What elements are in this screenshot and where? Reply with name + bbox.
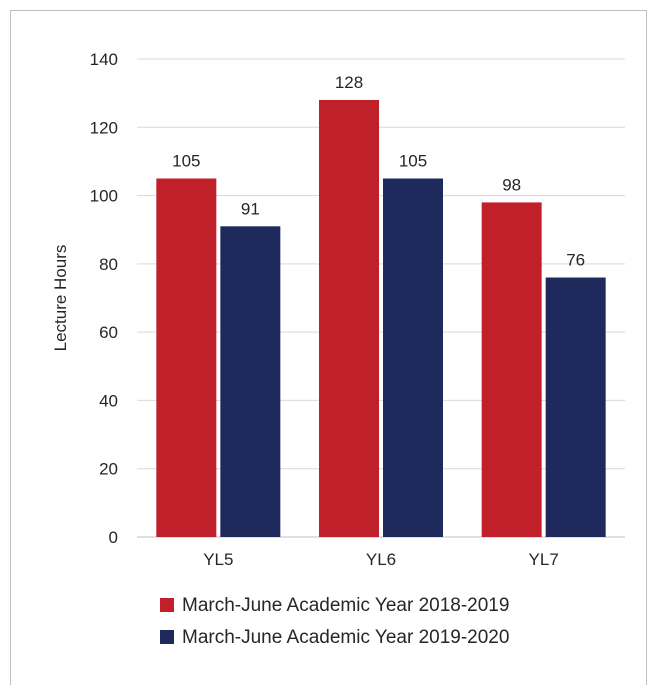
y-tick-label: 120 (90, 118, 118, 137)
x-category-label: YL6 (366, 550, 396, 569)
x-category-label: YL5 (203, 550, 233, 569)
legend-label: March-June Academic Year 2018-2019 (182, 595, 509, 616)
bar-yl7-series-1 (481, 202, 542, 537)
data-labels: 105 91 128 105 98 76 (172, 73, 585, 270)
y-tick-label: 40 (99, 391, 118, 410)
y-axis-ticks: 0 20 40 60 80 100 120 140 (90, 50, 118, 547)
legend-swatch (160, 598, 174, 612)
bar-yl5-series-1 (156, 178, 217, 537)
y-tick-label: 140 (90, 50, 118, 69)
legend-label: March-June Academic Year 2019-2020 (182, 627, 509, 648)
bar-yl6-series-2 (383, 178, 443, 537)
x-category-label: YL7 (529, 550, 559, 569)
bar-yl6-series-1 (319, 99, 379, 537)
data-label: 76 (566, 251, 585, 270)
data-label: 105 (172, 152, 200, 171)
data-label: 128 (335, 73, 363, 92)
y-tick-label: 0 (109, 528, 118, 547)
y-tick-label: 20 (99, 460, 118, 479)
gridlines (137, 58, 625, 538)
data-label: 98 (502, 175, 521, 194)
bar-yl7-series-2 (545, 277, 606, 537)
bar-yl5-series-2 (220, 226, 281, 538)
y-axis-label: Lecture Hours (51, 245, 70, 352)
y-tick-label: 100 (90, 187, 118, 206)
data-label: 105 (399, 152, 427, 171)
data-label: 91 (241, 199, 260, 218)
y-tick-label: 80 (99, 255, 118, 274)
bars (156, 99, 606, 538)
legend: March-June Academic Year 2018-2019 March-… (160, 595, 509, 648)
x-axis-categories: YL5 YL6 YL7 (203, 550, 559, 569)
y-tick-label: 60 (99, 323, 118, 342)
legend-swatch (160, 630, 174, 644)
